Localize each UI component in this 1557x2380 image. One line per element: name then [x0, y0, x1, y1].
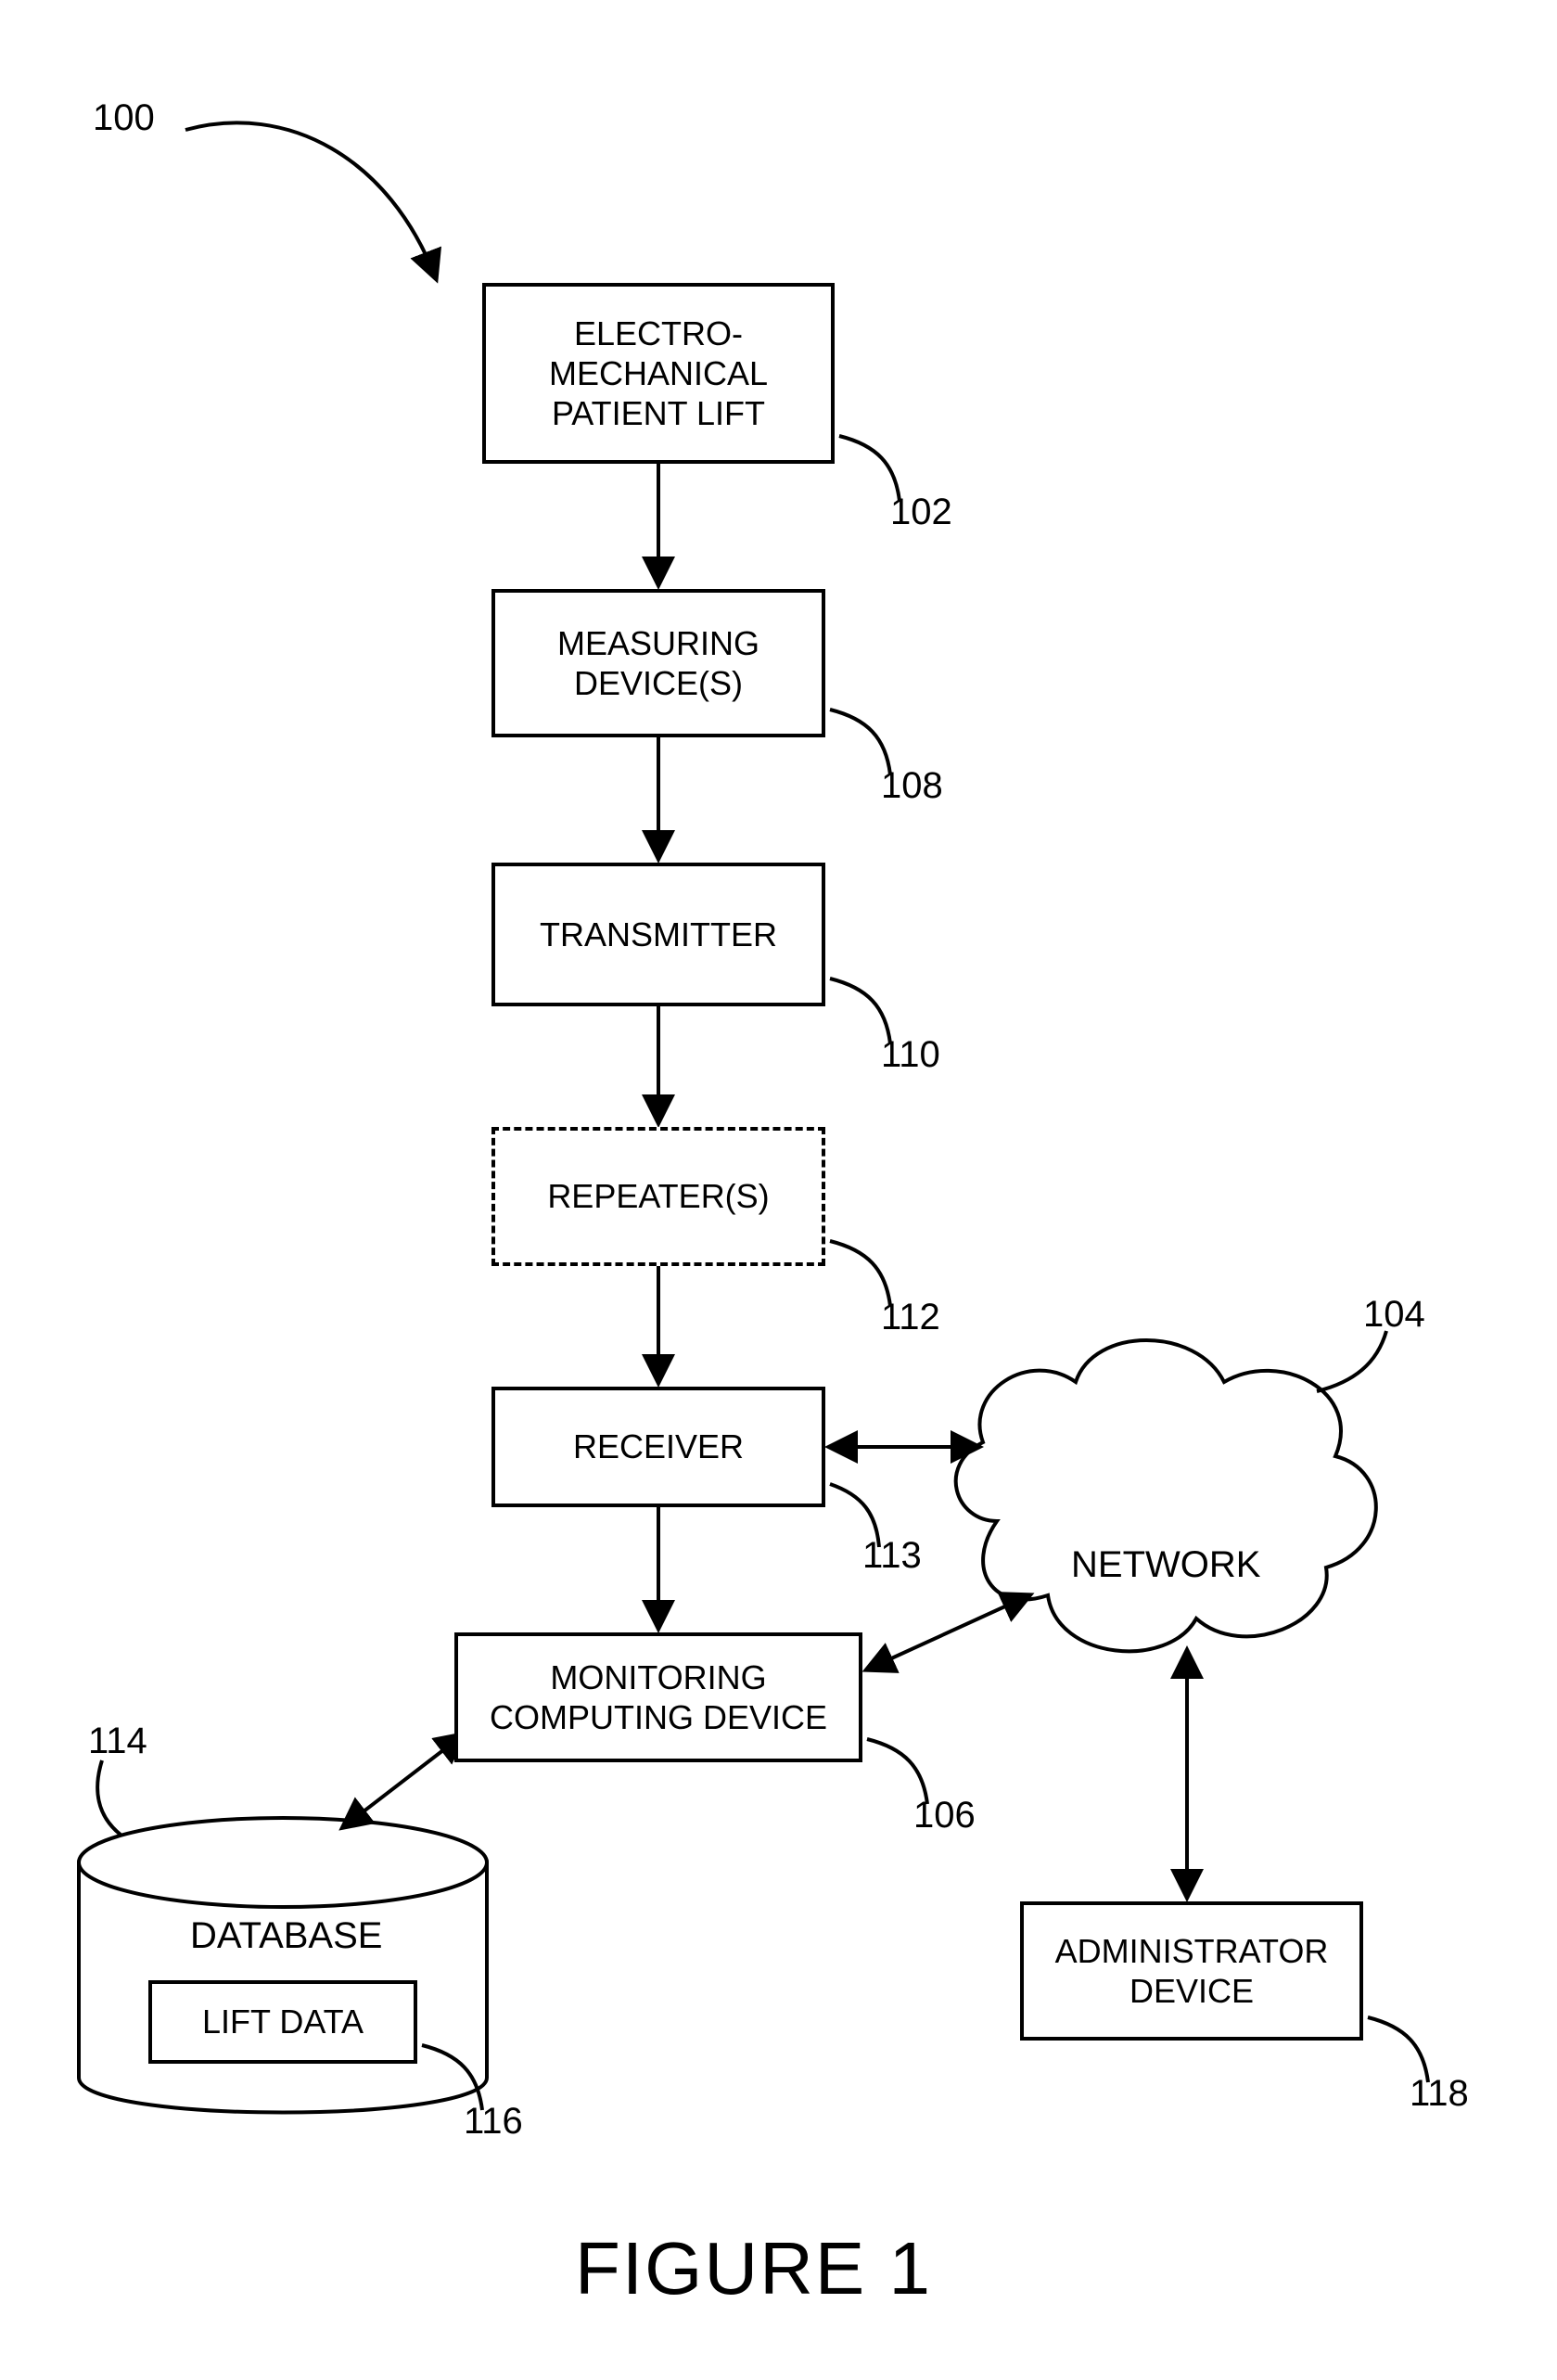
network-cloud — [956, 1340, 1376, 1651]
arrow-monitor-network — [867, 1595, 1029, 1670]
leader-114 — [97, 1760, 121, 1835]
ref-112: 112 — [881, 1297, 940, 1338]
node-transmitter: TRANSMITTER — [491, 863, 825, 1006]
leader-100 — [185, 122, 436, 278]
ref-106: 106 — [913, 1795, 976, 1836]
node-label: RECEIVER — [573, 1427, 744, 1466]
ref-104: 104 — [1363, 1294, 1425, 1336]
node-administrator-device: ADMINISTRATORDEVICE — [1020, 1901, 1363, 2041]
figure-caption: FIGURE 1 — [575, 2226, 932, 2311]
database-cylinder — [79, 1818, 487, 2113]
ref-102: 102 — [890, 492, 952, 533]
network-label: NETWORK — [1071, 1544, 1260, 1586]
leader-104 — [1317, 1331, 1386, 1391]
ref-110: 110 — [881, 1034, 940, 1076]
database-label: DATABASE — [190, 1915, 382, 1957]
node-label: ADMINISTRATORDEVICE — [1055, 1931, 1329, 2011]
diagram-canvas: ELECTRO-MECHANICALPATIENT LIFT MEASURING… — [0, 0, 1557, 2380]
ref-118: 118 — [1410, 2073, 1469, 2115]
ref-100: 100 — [93, 97, 155, 139]
ref-114: 114 — [88, 1721, 147, 1762]
node-patient-lift: ELECTRO-MECHANICALPATIENT LIFT — [482, 283, 835, 464]
node-measuring-devices: MEASURINGDEVICE(S) — [491, 589, 825, 737]
node-label: MEASURINGDEVICE(S) — [557, 623, 759, 703]
node-label: LIFT DATA — [202, 2002, 364, 2041]
node-label: ELECTRO-MECHANICALPATIENT LIFT — [549, 313, 768, 434]
ref-113: 113 — [862, 1535, 922, 1577]
node-repeaters: REPEATER(S) — [491, 1127, 825, 1266]
arrow-monitor-database — [343, 1734, 464, 1827]
node-receiver: RECEIVER — [491, 1387, 825, 1507]
ref-116: 116 — [464, 2101, 523, 2143]
node-label: REPEATER(S) — [547, 1176, 769, 1216]
node-label: MONITORINGCOMPUTING DEVICE — [490, 1657, 827, 1737]
ref-108: 108 — [881, 765, 943, 807]
node-monitoring-computing-device: MONITORINGCOMPUTING DEVICE — [454, 1632, 862, 1762]
database-inner-lift-data: LIFT DATA — [148, 1980, 417, 2064]
node-label: TRANSMITTER — [540, 915, 777, 954]
